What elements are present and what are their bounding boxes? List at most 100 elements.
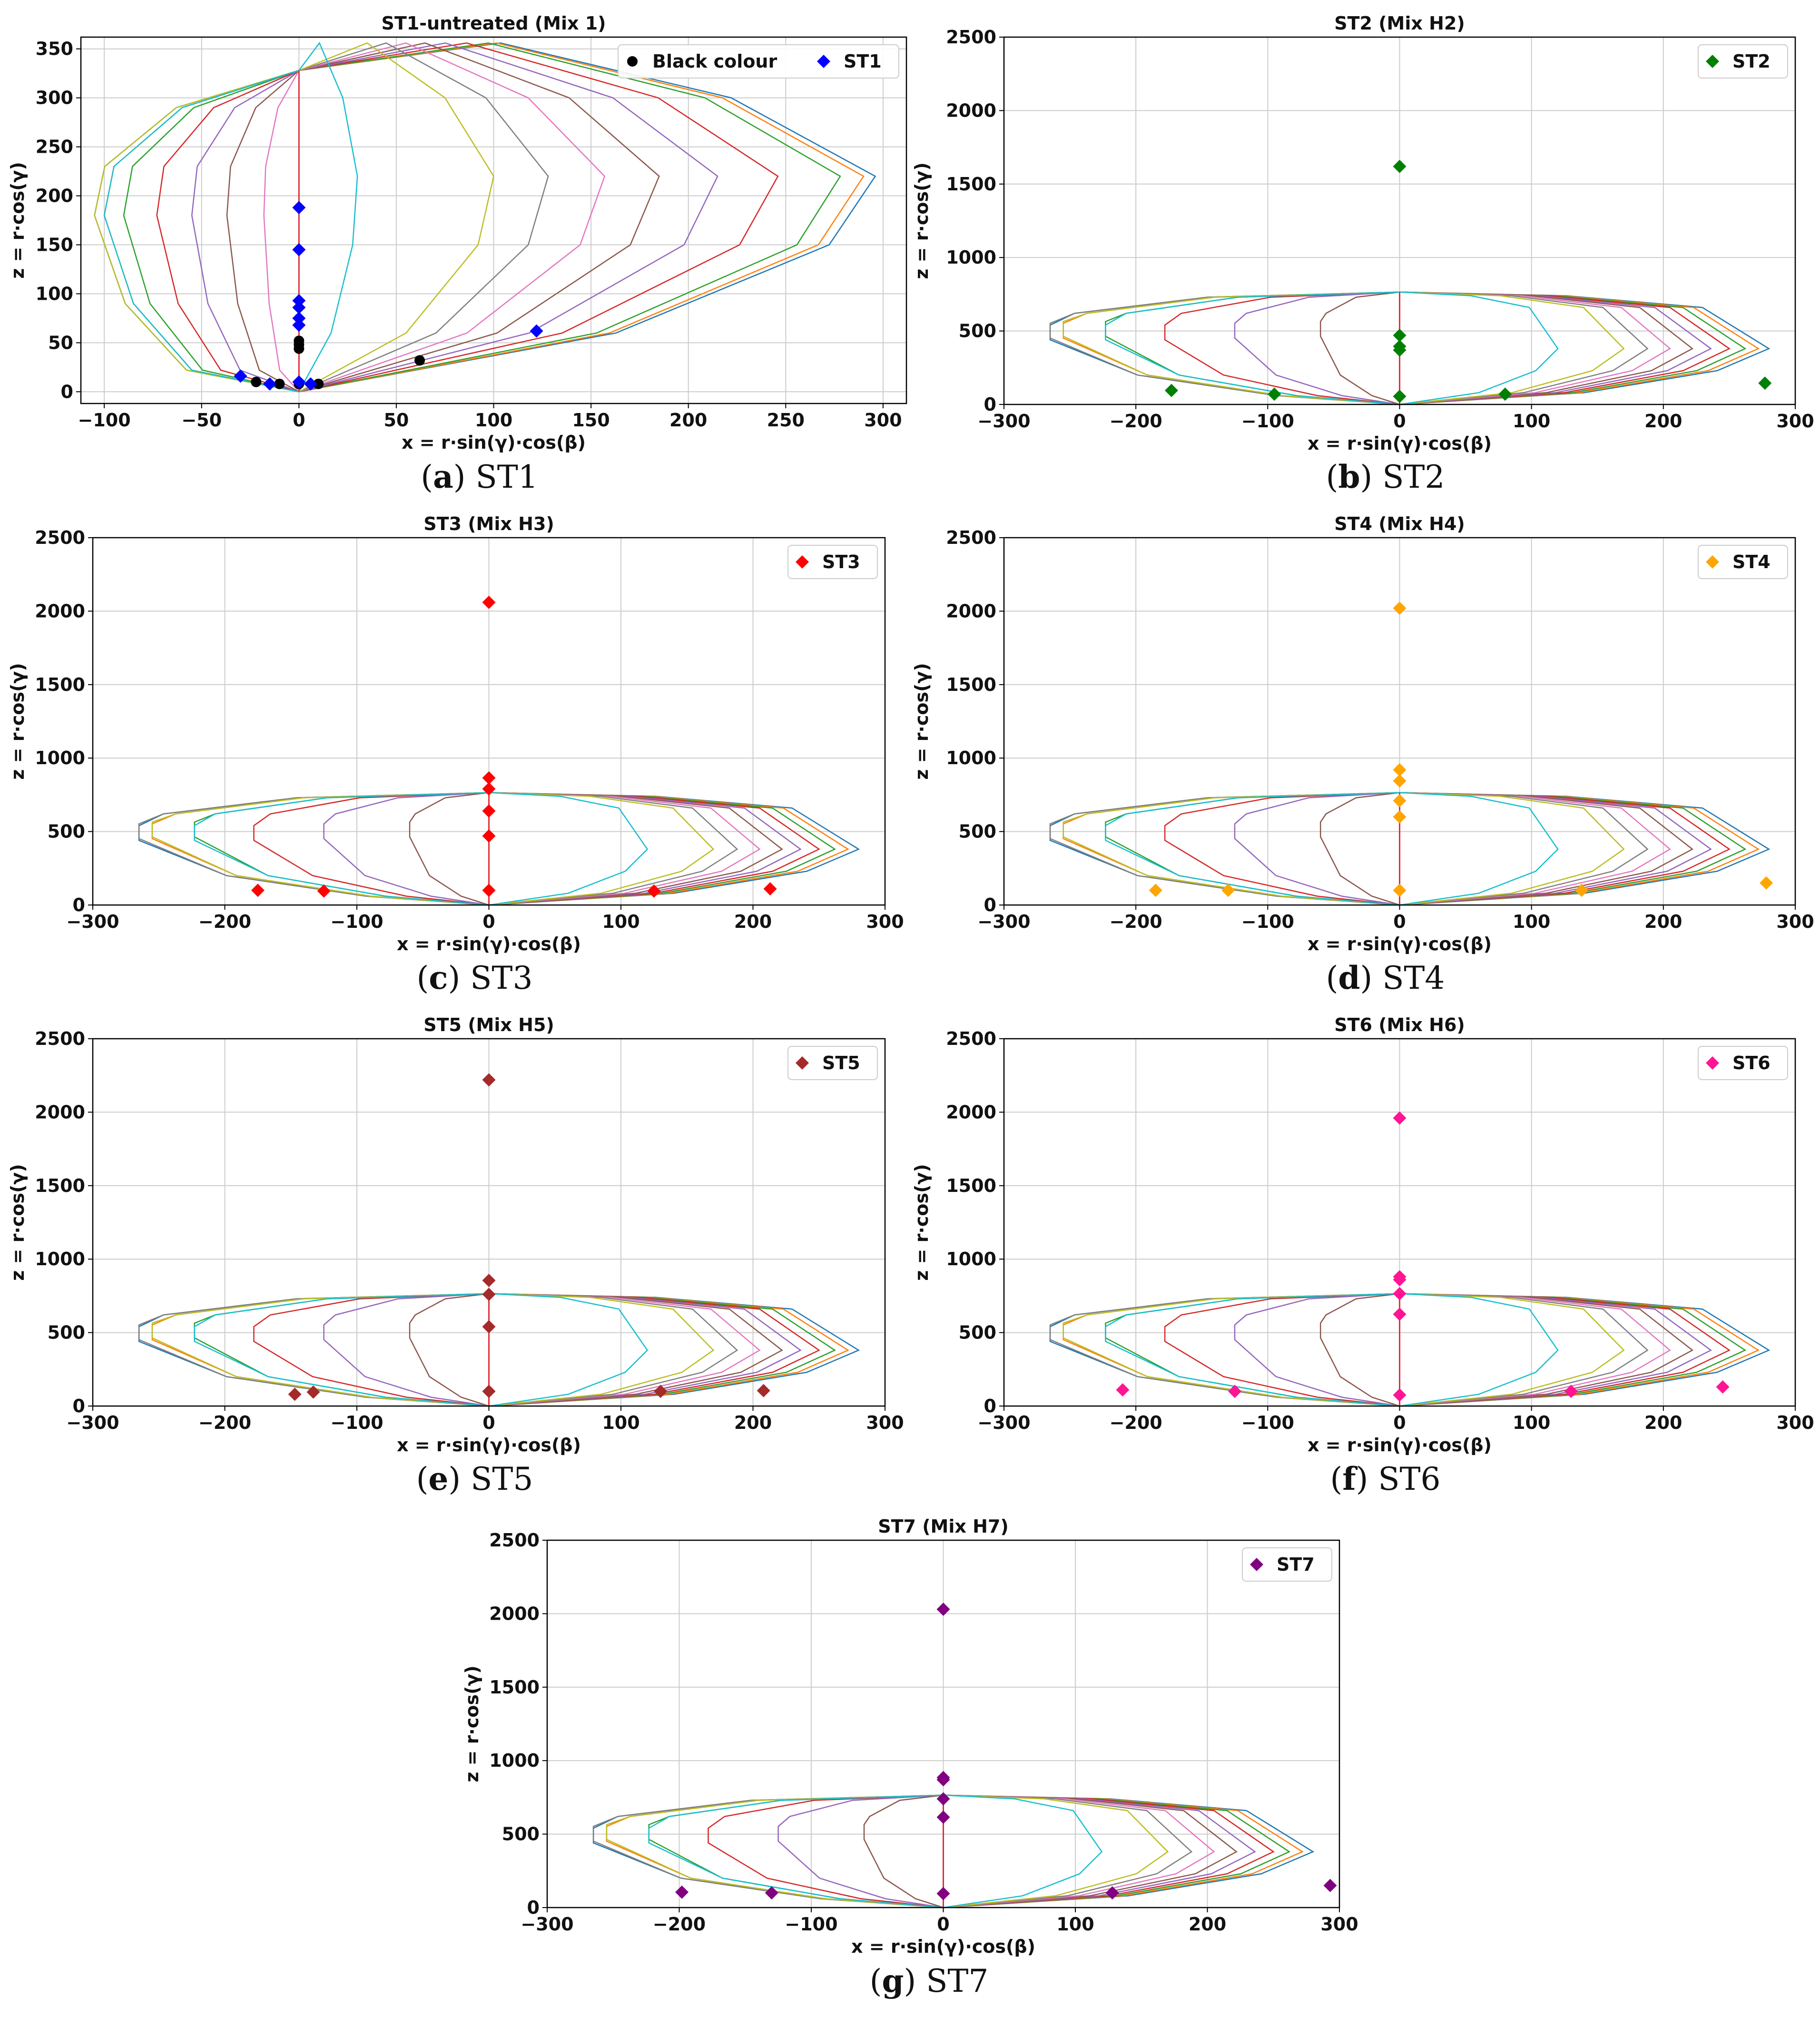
x-tick-label: −200 bbox=[1110, 1412, 1162, 1433]
legend-label: ST6 bbox=[1732, 1053, 1771, 1073]
envelope-curve bbox=[1234, 291, 1712, 405]
legend-marker bbox=[1706, 55, 1719, 68]
chart-5: −300 −200 −100 0 100 200 300 0 500 1000 1500 2000 25… bbox=[7, 1014, 904, 1497]
legend: ST6 bbox=[1698, 1046, 1788, 1080]
data-point bbox=[1393, 1287, 1407, 1300]
x-tick-label: 200 bbox=[734, 911, 772, 932]
data-point bbox=[292, 311, 306, 325]
data-point bbox=[251, 884, 265, 897]
envelope-curve bbox=[1105, 1293, 1559, 1407]
data-point bbox=[482, 782, 496, 796]
envelope-curve bbox=[1105, 291, 1559, 405]
x-axis-label: x = r·sin(γ)·cos(β) bbox=[1308, 1435, 1492, 1456]
x-tick-label: −300 bbox=[977, 911, 1030, 932]
x-tick-label: −100 bbox=[330, 911, 383, 932]
chart-title: ST3 (Mix H3) bbox=[423, 513, 554, 534]
x-tick-label: −100 bbox=[1241, 911, 1294, 932]
x-tick-label: 200 bbox=[1189, 1914, 1226, 1935]
envelope-curve bbox=[1234, 792, 1712, 906]
x-tick-label: 100 bbox=[602, 911, 639, 932]
y-tick-label: 150 bbox=[36, 234, 73, 255]
data-point bbox=[234, 369, 247, 383]
envelope-curve bbox=[648, 1794, 1103, 1909]
panel-caption: (a) ST1 bbox=[421, 458, 538, 495]
y-tick-label: 1000 bbox=[489, 1750, 540, 1771]
data-point bbox=[294, 335, 305, 346]
data-point bbox=[317, 884, 331, 898]
x-tick-label: −300 bbox=[66, 1412, 119, 1433]
data-point bbox=[304, 377, 317, 391]
legend: ST4 bbox=[1698, 545, 1788, 579]
y-tick-label: 2500 bbox=[946, 27, 996, 48]
data-point bbox=[763, 882, 777, 896]
y-tick-label: 2000 bbox=[946, 100, 996, 121]
x-tick-label: 300 bbox=[866, 911, 904, 932]
x-tick-label: −100 bbox=[78, 410, 131, 431]
envelope-curve bbox=[323, 792, 802, 906]
y-tick-label: 2000 bbox=[35, 1102, 85, 1122]
y-tick-label: 500 bbox=[502, 1824, 540, 1845]
x-tick-label: 200 bbox=[734, 1412, 772, 1433]
y-tick-label: 1000 bbox=[946, 748, 996, 768]
y-tick-label: 500 bbox=[48, 1322, 85, 1343]
x-tick-label: −100 bbox=[1241, 1412, 1294, 1433]
envelope-curve bbox=[409, 792, 783, 906]
data-point bbox=[936, 1810, 950, 1824]
data-point bbox=[292, 294, 306, 307]
x-tick-label: 300 bbox=[1776, 411, 1814, 432]
x-tick-label: 0 bbox=[293, 410, 305, 431]
x-tick-label: 0 bbox=[1393, 411, 1406, 432]
envelope-curve bbox=[194, 792, 649, 906]
x-tick-label: 200 bbox=[1644, 911, 1682, 932]
y-tick-label: 1500 bbox=[946, 674, 996, 695]
x-tick-label: −100 bbox=[785, 1914, 837, 1935]
legend-marker bbox=[817, 55, 830, 68]
y-tick-label: 1500 bbox=[489, 1677, 540, 1698]
data-point bbox=[1564, 1385, 1578, 1398]
y-tick-label: 0 bbox=[984, 394, 996, 415]
x-tick-label: −100 bbox=[1241, 411, 1294, 432]
data-point bbox=[936, 1773, 950, 1787]
y-tick-label: 1500 bbox=[35, 674, 85, 695]
x-tick-label: −200 bbox=[1110, 911, 1162, 932]
data-point bbox=[414, 355, 425, 366]
data-point bbox=[263, 377, 276, 391]
x-tick-label: −300 bbox=[66, 911, 119, 932]
chart-title: ST6 (Mix H6) bbox=[1334, 1014, 1465, 1035]
y-tick-label: 0 bbox=[73, 1396, 85, 1417]
x-tick-label: 300 bbox=[1320, 1914, 1358, 1935]
x-tick-label: −200 bbox=[653, 1914, 706, 1935]
y-tick-label: 100 bbox=[36, 283, 73, 304]
data-point bbox=[1393, 1273, 1407, 1287]
envelope-curve bbox=[1319, 291, 1694, 405]
legend-label: ST5 bbox=[822, 1053, 860, 1073]
y-axis-label: z = r·cos(γ) bbox=[7, 1164, 28, 1280]
x-axis-label: x = r·sin(γ)·cos(β) bbox=[1308, 433, 1492, 454]
chart-1: −100 −50 0 50 100 150 200 250 300 0 50 100 150 200 250… bbox=[7, 13, 907, 495]
data-point bbox=[1393, 1388, 1407, 1402]
data-point bbox=[292, 375, 306, 389]
data-point bbox=[1498, 387, 1512, 401]
y-tick-label: 1500 bbox=[946, 1175, 996, 1196]
y-axis-label: z = r·cos(γ) bbox=[7, 162, 28, 278]
data-point bbox=[654, 1385, 668, 1398]
legend-box bbox=[787, 1046, 878, 1080]
x-axis-label: x = r·sin(γ)·cos(β) bbox=[397, 1435, 581, 1456]
legend-box bbox=[618, 44, 899, 79]
x-tick-label: 100 bbox=[475, 410, 512, 431]
x-tick-label: 300 bbox=[1776, 911, 1814, 932]
data-point bbox=[936, 1603, 950, 1616]
x-tick-label: 0 bbox=[482, 911, 495, 932]
data-point bbox=[1323, 1879, 1337, 1892]
x-tick-label: 200 bbox=[669, 410, 707, 431]
data-point bbox=[936, 1792, 950, 1806]
x-tick-label: 100 bbox=[1513, 911, 1550, 932]
chart-title: ST2 (Mix H2) bbox=[1334, 13, 1465, 34]
x-tick-label: −200 bbox=[1110, 411, 1162, 432]
y-tick-label: 500 bbox=[48, 821, 85, 842]
legend-marker bbox=[796, 555, 809, 569]
data-point bbox=[1393, 810, 1407, 824]
y-axis-label: z = r·cos(γ) bbox=[462, 1665, 482, 1782]
x-tick-label: −300 bbox=[977, 1412, 1030, 1433]
data-point bbox=[482, 1320, 496, 1334]
